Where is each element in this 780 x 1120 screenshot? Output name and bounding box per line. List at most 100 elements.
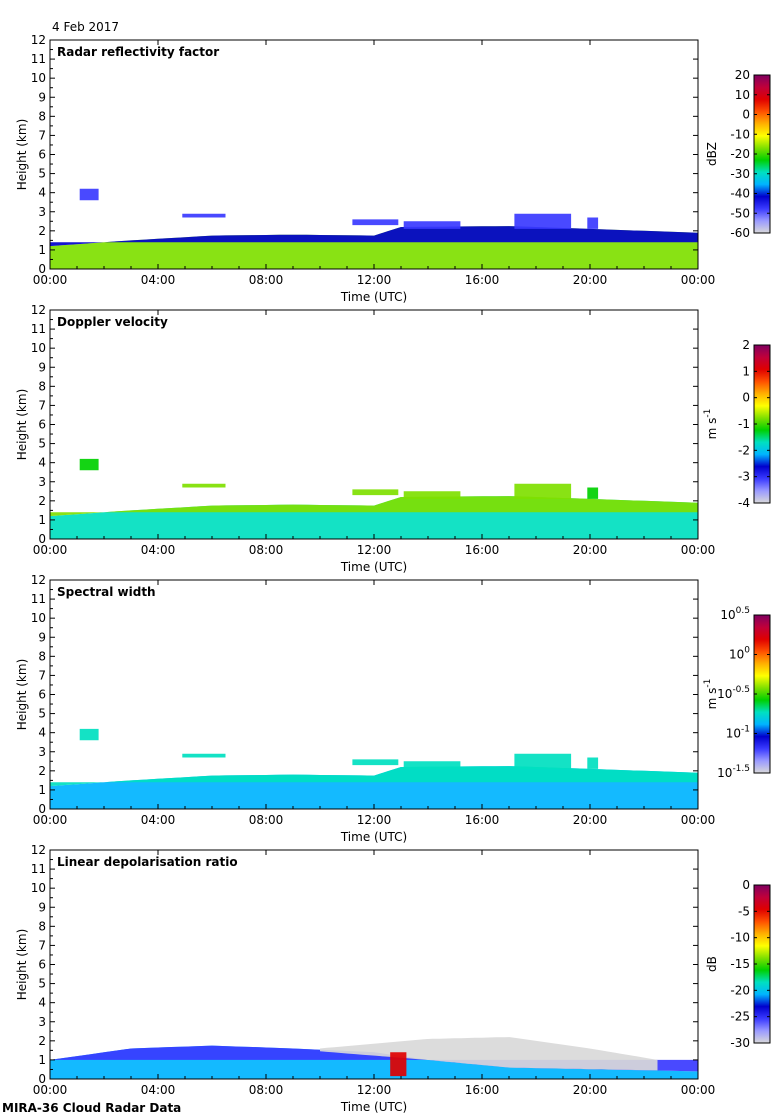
x-tick-label: 20:00 — [573, 273, 608, 287]
x-tick-label: 12:00 — [357, 813, 392, 827]
y-tick-label: 10 — [31, 611, 46, 625]
colorbar-tick-label: 20 — [735, 68, 750, 82]
y-tick-label: 11 — [31, 592, 46, 606]
data-region-patch-12h — [352, 759, 399, 766]
panel-data — [50, 188, 698, 269]
x-tick-label: 00:00 — [681, 273, 716, 287]
colorbar-tick-label: -15 — [730, 957, 750, 971]
y-tick-label: 9 — [38, 90, 46, 104]
y-tick-label: 9 — [38, 900, 46, 914]
y-tick-label: 4 — [38, 456, 46, 470]
y-tick-label: 4 — [38, 186, 46, 200]
y-tick-label: 11 — [31, 862, 46, 876]
y-tick-label: 5 — [38, 437, 46, 451]
data-region-cell-01h — [79, 188, 99, 201]
y-tick-label: 11 — [31, 52, 46, 66]
colorbar-tick-label: -2 — [738, 443, 750, 457]
colorbar-tick-label: 10-1.5 — [717, 764, 750, 780]
x-tick-label: 04:00 — [141, 1083, 176, 1097]
x-tick-label: 12:00 — [357, 1083, 392, 1097]
y-tick-label: 3 — [38, 475, 46, 489]
x-tick-label: 12:00 — [357, 543, 392, 557]
y-tick-label: 6 — [38, 688, 46, 702]
colorbar-tick-label: 100.5 — [720, 606, 750, 622]
x-axis-title: Time (UTC) — [340, 290, 407, 304]
colorbar-label: dBZ — [705, 142, 719, 166]
x-tick-label: 16:00 — [465, 273, 500, 287]
colorbar-tick-label: -25 — [730, 1010, 750, 1024]
data-region-patch-20h — [587, 487, 599, 499]
colorbar-tick-label: 10-1 — [726, 725, 750, 741]
y-tick-label: 5 — [38, 977, 46, 991]
data-region-cloud-top-edge — [50, 226, 698, 247]
data-region-patch-13h — [403, 491, 461, 499]
colorbar-tick-label: 1 — [742, 364, 750, 378]
colorbar-tick-label: -3 — [738, 470, 750, 484]
y-tick-label: 8 — [38, 649, 46, 663]
colorbar-tick-label: -50 — [730, 206, 750, 220]
figure-date: 4 Feb 2017 — [52, 20, 120, 34]
y-tick-label: 2 — [38, 1034, 46, 1048]
colorbar-tick-label: -10 — [730, 931, 750, 945]
y-tick-label: 10 — [31, 881, 46, 895]
x-tick-label: 00:00 — [681, 543, 716, 557]
x-tick-label: 00:00 — [33, 1083, 68, 1097]
y-tick-label: 9 — [38, 360, 46, 374]
colorbar-label: dB — [705, 956, 719, 972]
x-tick-label: 08:00 — [249, 543, 284, 557]
colorbar-tick-label: 100 — [729, 646, 750, 662]
x-axis-title: Time (UTC) — [340, 560, 407, 574]
data-region-cell-01h — [79, 458, 99, 471]
figure-footer: MIRA-36 Cloud Radar Data — [2, 1101, 182, 1115]
colorbar-tick-label: -20 — [730, 983, 750, 997]
data-region-patch-20h — [587, 217, 599, 229]
colorbar-label: m s-1 — [703, 679, 719, 710]
panel-4: Linear depolarisation ratio0123456789101… — [15, 843, 771, 1114]
data-region-patch-20h — [587, 757, 599, 769]
colorbar-tick-label: -4 — [738, 496, 750, 510]
colorbar-tick-label: 2 — [742, 338, 750, 352]
y-tick-label: 7 — [38, 668, 46, 682]
data-region-patch-05h — [182, 753, 226, 758]
data-region-patch-05h — [182, 483, 226, 488]
x-tick-label: 20:00 — [573, 543, 608, 557]
panel-data — [50, 1037, 698, 1079]
x-tick-label: 08:00 — [249, 813, 284, 827]
y-tick-label: 7 — [38, 938, 46, 952]
y-tick-label: 5 — [38, 707, 46, 721]
panel-title: Linear depolarisation ratio — [57, 855, 238, 869]
panel-title: Spectral width — [57, 585, 156, 599]
data-region-patch-13h — [403, 761, 461, 769]
x-tick-label: 00:00 — [33, 543, 68, 557]
colorbar-tick-label: -5 — [738, 904, 750, 918]
colorbar-tick-label: 10-0.5 — [717, 685, 750, 701]
colorbar-tick-label: -60 — [730, 226, 750, 240]
x-tick-label: 12:00 — [357, 273, 392, 287]
x-tick-label: 00:00 — [33, 273, 68, 287]
colorbar-tick-label: -40 — [730, 187, 750, 201]
y-tick-label: 12 — [31, 573, 46, 587]
x-tick-label: 04:00 — [141, 273, 176, 287]
y-tick-label: 12 — [31, 33, 46, 47]
y-tick-label: 2 — [38, 764, 46, 778]
data-region-patch-13h — [403, 221, 461, 229]
data-region-patch-12h — [352, 489, 399, 496]
panel-data — [50, 458, 698, 539]
y-tick-label: 2 — [38, 494, 46, 508]
y-tick-label: 2 — [38, 224, 46, 238]
data-region-patch-17h — [514, 213, 572, 229]
x-tick-label: 16:00 — [465, 813, 500, 827]
x-tick-label: 04:00 — [141, 813, 176, 827]
data-region-patch-05h — [182, 213, 226, 218]
data-region-cell-01h — [79, 728, 99, 741]
y-tick-label: 4 — [38, 726, 46, 740]
x-axis-title: Time (UTC) — [340, 1100, 407, 1114]
x-tick-label: 00:00 — [681, 813, 716, 827]
data-region-patch-12h — [352, 219, 399, 226]
colorbar-label: m s-1 — [703, 409, 719, 440]
y-tick-label: 10 — [31, 341, 46, 355]
y-tick-label: 0 — [38, 532, 46, 546]
x-tick-label: 20:00 — [573, 813, 608, 827]
